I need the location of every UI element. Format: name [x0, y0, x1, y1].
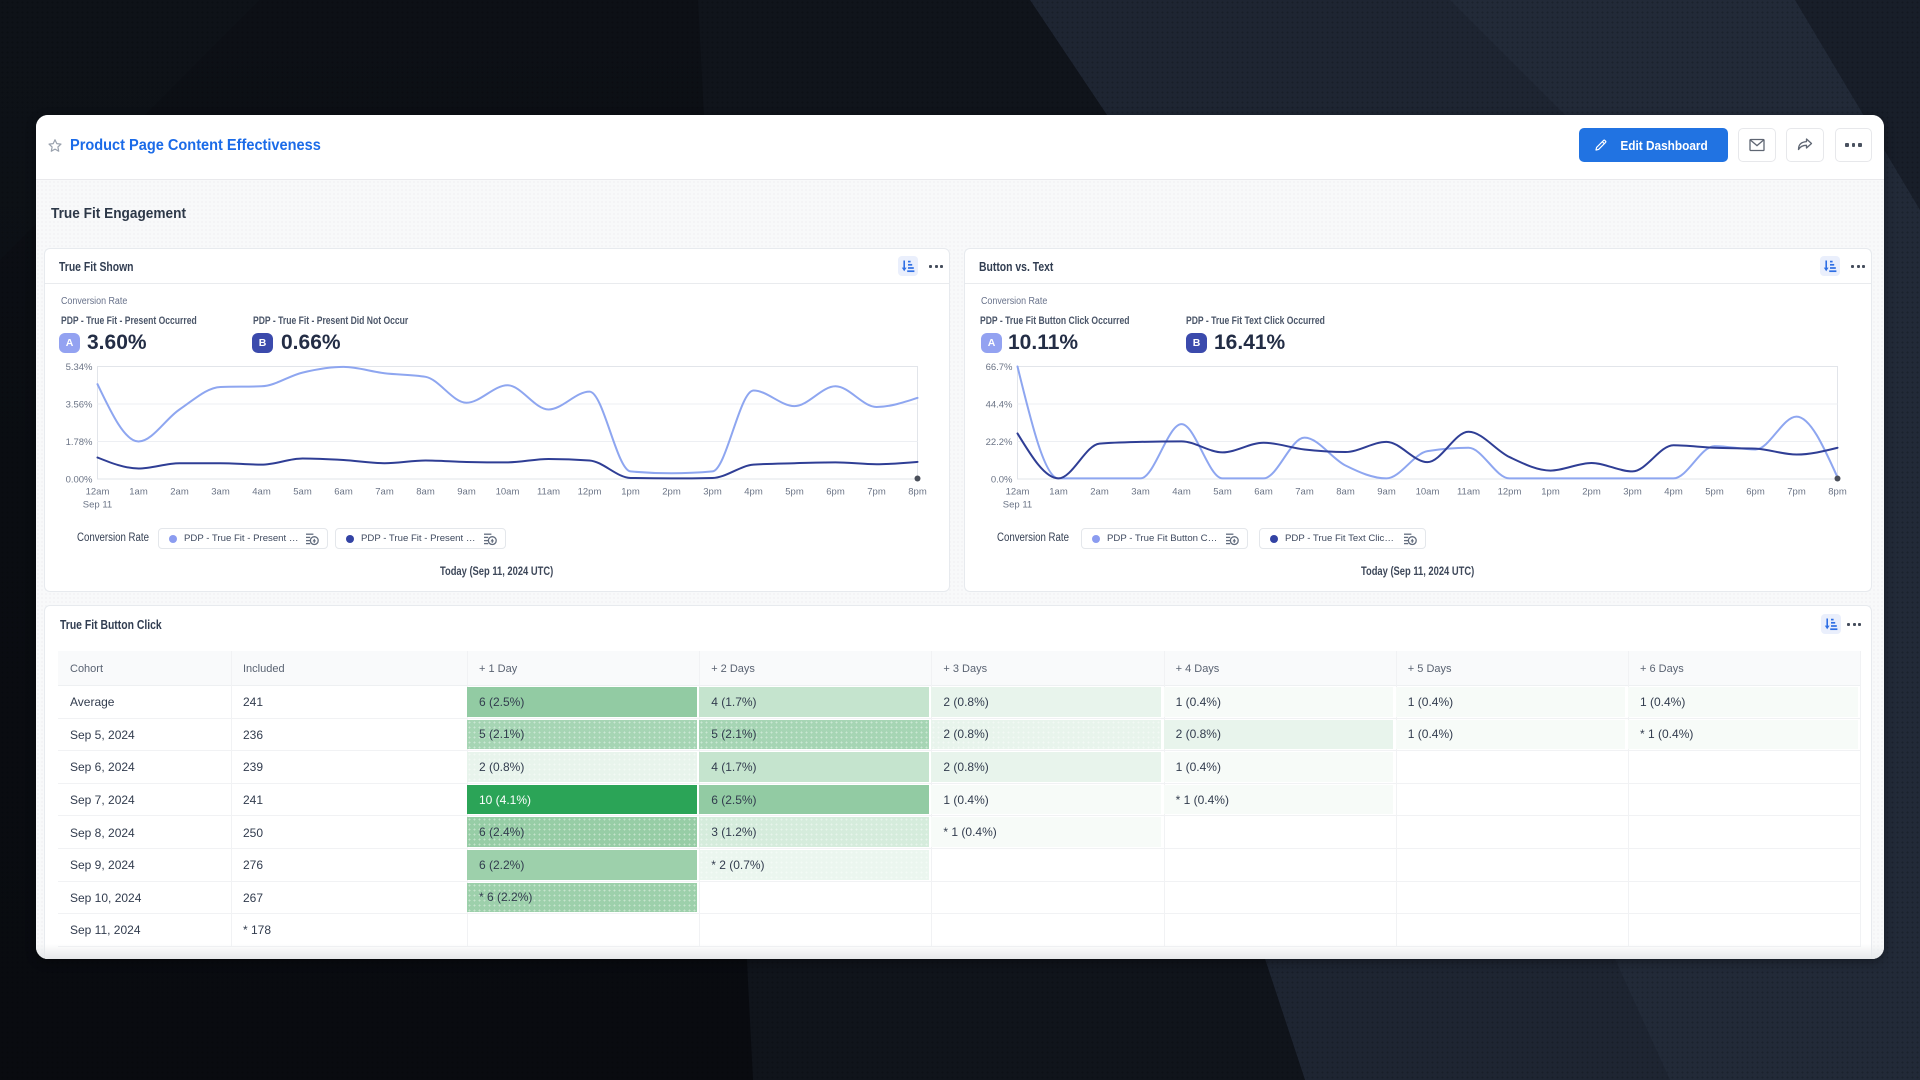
svg-text:5am: 5am	[293, 487, 312, 498]
svg-text:6pm: 6pm	[826, 487, 845, 498]
svg-text:Sep 11: Sep 11	[1003, 500, 1032, 511]
svg-text:7am: 7am	[375, 487, 394, 498]
svg-text:4pm: 4pm	[1664, 487, 1683, 498]
svg-text:11am: 11am	[1457, 487, 1480, 498]
svg-text:3pm: 3pm	[1623, 487, 1642, 498]
svg-text:12am: 12am	[1006, 487, 1030, 498]
svg-text:9am: 9am	[457, 487, 476, 498]
svg-text:10am: 10am	[496, 487, 520, 498]
svg-text:0.0%: 0.0%	[991, 475, 1013, 486]
svg-text:12am: 12am	[86, 487, 110, 498]
svg-text:6pm: 6pm	[1746, 487, 1765, 498]
svg-text:0.00%: 0.00%	[66, 475, 93, 486]
svg-text:5pm: 5pm	[785, 487, 804, 498]
svg-text:22.2%: 22.2%	[986, 437, 1013, 448]
svg-text:8am: 8am	[1336, 487, 1355, 498]
svg-text:9am: 9am	[1377, 487, 1396, 498]
svg-text:2pm: 2pm	[662, 487, 681, 498]
svg-text:5am: 5am	[1213, 487, 1232, 498]
svg-text:4am: 4am	[1172, 487, 1191, 498]
svg-text:7pm: 7pm	[867, 487, 886, 498]
svg-text:8am: 8am	[416, 487, 435, 498]
svg-text:8pm: 8pm	[908, 487, 927, 498]
svg-text:3am: 3am	[211, 487, 230, 498]
svg-text:5pm: 5pm	[1705, 487, 1724, 498]
svg-text:2pm: 2pm	[1582, 487, 1601, 498]
svg-text:1am: 1am	[1049, 487, 1068, 498]
svg-text:44.4%: 44.4%	[986, 400, 1013, 411]
svg-text:5.34%: 5.34%	[66, 362, 93, 373]
svg-text:1pm: 1pm	[1541, 487, 1560, 498]
svg-text:6am: 6am	[334, 487, 353, 498]
svg-text:3am: 3am	[1131, 487, 1150, 498]
svg-text:7pm: 7pm	[1787, 487, 1806, 498]
svg-text:1.78%: 1.78%	[66, 437, 93, 448]
svg-text:4am: 4am	[252, 487, 271, 498]
svg-text:12pm: 12pm	[578, 487, 602, 498]
svg-text:11am: 11am	[537, 487, 560, 498]
svg-text:66.7%: 66.7%	[986, 362, 1013, 373]
svg-text:3pm: 3pm	[703, 487, 722, 498]
svg-text:8pm: 8pm	[1828, 487, 1847, 498]
svg-text:1pm: 1pm	[621, 487, 640, 498]
svg-text:4pm: 4pm	[744, 487, 763, 498]
svg-text:12pm: 12pm	[1498, 487, 1522, 498]
svg-text:7am: 7am	[1295, 487, 1314, 498]
svg-text:10am: 10am	[1416, 487, 1440, 498]
svg-text:6am: 6am	[1254, 487, 1273, 498]
svg-text:2am: 2am	[170, 487, 189, 498]
svg-text:1am: 1am	[129, 487, 148, 498]
svg-text:2am: 2am	[1090, 487, 1109, 498]
svg-text:3.56%: 3.56%	[66, 400, 93, 411]
svg-text:Sep 11: Sep 11	[83, 500, 112, 511]
